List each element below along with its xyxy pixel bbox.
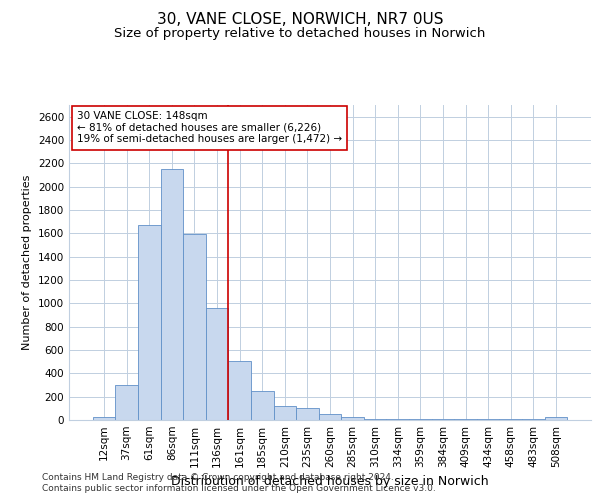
Text: Contains HM Land Registry data © Crown copyright and database right 2024.: Contains HM Land Registry data © Crown c… (42, 472, 394, 482)
Bar (206, 308, 229, 420)
Text: 30 VANE CLOSE: 148sqm
← 81% of detached houses are smaller (6,226)
19% of semi-d: 30 VANE CLOSE: 148sqm ← 81% of detached … (77, 112, 342, 144)
Bar (296, 408, 319, 420)
Y-axis label: Number of detached properties: Number of detached properties (22, 175, 32, 350)
X-axis label: Distribution of detached houses by size in Norwich: Distribution of detached houses by size … (171, 476, 489, 488)
Text: 30, VANE CLOSE, NORWICH, NR7 0US: 30, VANE CLOSE, NORWICH, NR7 0US (157, 12, 443, 28)
Bar (274, 406, 296, 420)
Bar (251, 391, 274, 420)
Text: Contains public sector information licensed under the Open Government Licence v3: Contains public sector information licen… (42, 484, 436, 493)
Bar (115, 385, 138, 420)
Bar (341, 416, 364, 420)
Text: Size of property relative to detached houses in Norwich: Size of property relative to detached ho… (115, 28, 485, 40)
Bar (183, 234, 206, 420)
Bar (229, 361, 251, 420)
Bar (161, 169, 183, 420)
Bar (319, 414, 341, 420)
Bar (545, 417, 567, 420)
Bar (138, 225, 161, 420)
Bar (93, 417, 115, 420)
